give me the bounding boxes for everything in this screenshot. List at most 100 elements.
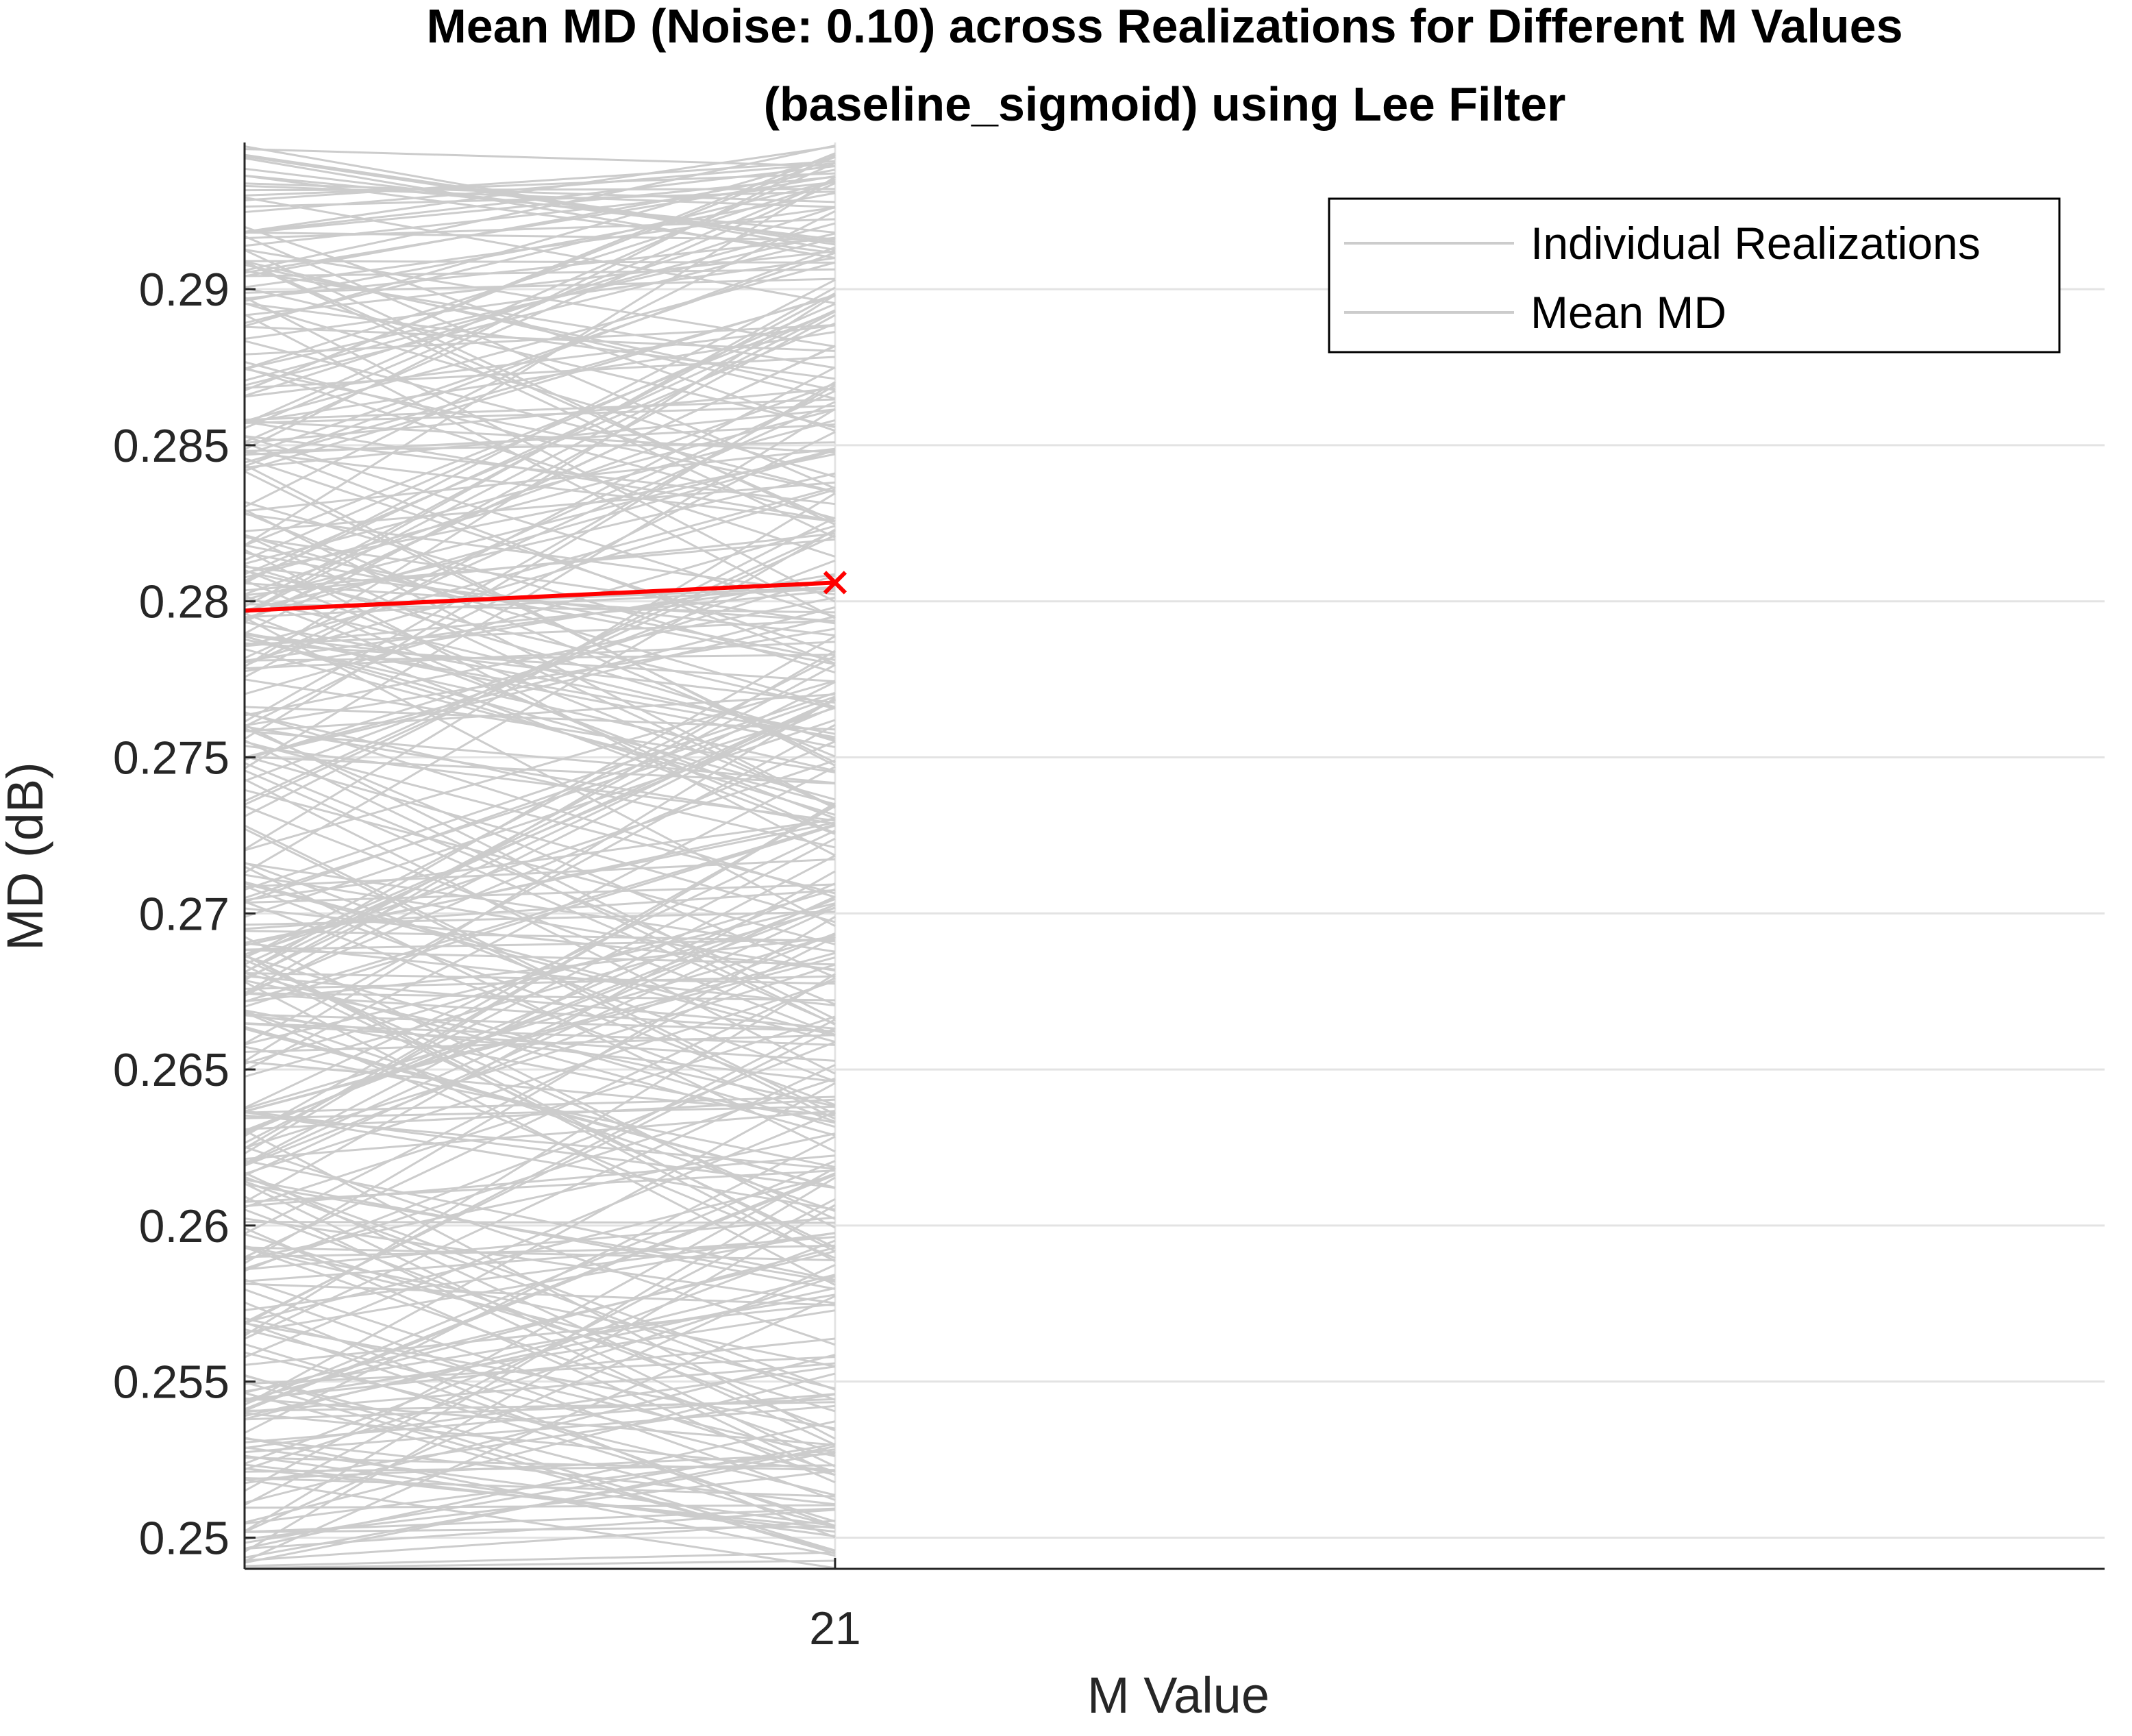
realization-line	[244, 612, 836, 835]
realization-line	[244, 1288, 836, 1501]
realization-line	[244, 236, 836, 300]
realization-line	[244, 277, 835, 294]
y-tick-label: 0.27	[139, 888, 230, 940]
realization-line	[244, 1463, 836, 1533]
realization-line	[244, 693, 835, 732]
realization-line	[244, 606, 836, 758]
realization-line	[244, 992, 835, 1002]
realization-line	[244, 1328, 836, 1476]
realization-line	[244, 1551, 835, 1567]
y-tick-label: 0.285	[113, 420, 230, 472]
realization-line	[244, 936, 836, 1229]
realization-line	[244, 1456, 835, 1472]
realization-line	[244, 269, 836, 369]
realization-line	[244, 615, 836, 759]
realization-line	[244, 457, 836, 654]
realization-line	[244, 1504, 835, 1509]
realization-line	[244, 408, 836, 769]
realization-line	[244, 387, 836, 444]
realization-line	[244, 828, 836, 1120]
realization-line	[244, 1145, 836, 1346]
realization-line	[244, 172, 835, 197]
realization-line	[244, 1443, 836, 1544]
realization-line	[244, 1172, 836, 1411]
realization-line	[244, 169, 836, 277]
realization-line	[244, 681, 836, 974]
realization-line	[244, 723, 836, 1020]
realization-line	[244, 680, 836, 852]
realization-line	[244, 573, 836, 673]
chart-title: Mean MD (Noise: 0.10) across Realization…	[426, 0, 1902, 53]
realization-line	[244, 405, 835, 425]
y-axis-label: MD (dB)	[0, 762, 53, 950]
realization-line	[244, 981, 836, 1287]
realization-line	[244, 175, 836, 234]
realization-line	[244, 1507, 835, 1533]
realization-line	[244, 963, 836, 1149]
realization-line	[244, 549, 836, 856]
chart-subtitle: (baseline_sigmoid) using Lee Filter	[764, 77, 1566, 131]
realization-line	[244, 641, 835, 670]
realization-line	[244, 356, 835, 389]
realization-line	[244, 1178, 836, 1290]
realization-line	[244, 649, 836, 994]
y-tick-label: 0.29	[139, 264, 230, 316]
realization-line	[244, 597, 836, 741]
realization-line	[244, 447, 836, 512]
axes	[243, 142, 2105, 1570]
realization-line	[244, 977, 836, 1258]
legend-box	[1328, 197, 2061, 354]
realization-line	[244, 451, 836, 523]
realization-line	[244, 472, 836, 612]
realization-line	[244, 823, 836, 1003]
realization-line	[244, 1282, 835, 1306]
realization-line	[244, 1204, 836, 1553]
realization-line	[244, 1110, 836, 1161]
realization-line	[244, 501, 836, 673]
realization-line	[244, 762, 836, 1006]
realization-line	[244, 1354, 836, 1504]
realization-line	[244, 264, 836, 392]
realization-line	[244, 873, 836, 972]
realization-line	[244, 719, 836, 918]
realization-line	[244, 1246, 836, 1455]
realization-line	[244, 1244, 835, 1258]
realization-line	[244, 148, 835, 168]
realization-line	[244, 565, 836, 743]
y-tick-label: 0.26	[139, 1200, 230, 1252]
realization-line	[244, 1174, 836, 1324]
realization-line	[244, 1183, 836, 1283]
realization-line	[244, 711, 836, 898]
realization-line	[244, 1132, 836, 1261]
mean-md-marker	[823, 571, 847, 595]
mean-md-line	[244, 580, 836, 613]
realization-line	[244, 1078, 836, 1270]
realization-line	[244, 1337, 836, 1401]
realization-line	[244, 1013, 835, 1032]
realization-line	[244, 331, 836, 424]
realization-line	[244, 1397, 836, 1446]
individual-realizations	[244, 145, 836, 1570]
legend-label-realizations: Individual Realizations	[1530, 218, 1981, 269]
realization-line	[244, 157, 836, 260]
realization-line	[244, 313, 836, 619]
realization-line	[244, 309, 836, 582]
realization-line	[244, 632, 836, 749]
realization-line	[244, 698, 836, 966]
x-tick-labels: 21	[809, 1602, 861, 1654]
realization-line	[244, 470, 836, 764]
realization-line	[244, 907, 836, 971]
realization-line	[244, 906, 836, 1078]
realization-line	[244, 730, 836, 784]
realization-line	[244, 231, 835, 241]
realization-line	[244, 1246, 835, 1261]
realization-line	[244, 1303, 836, 1366]
realization-line	[244, 420, 836, 522]
realization-line	[244, 324, 836, 398]
realization-line	[244, 534, 836, 708]
realization-line	[244, 936, 836, 1003]
y-tick-label: 0.28	[139, 576, 230, 628]
realization-line	[244, 824, 836, 1008]
realization-line	[244, 175, 836, 254]
realization-line	[244, 882, 836, 1043]
